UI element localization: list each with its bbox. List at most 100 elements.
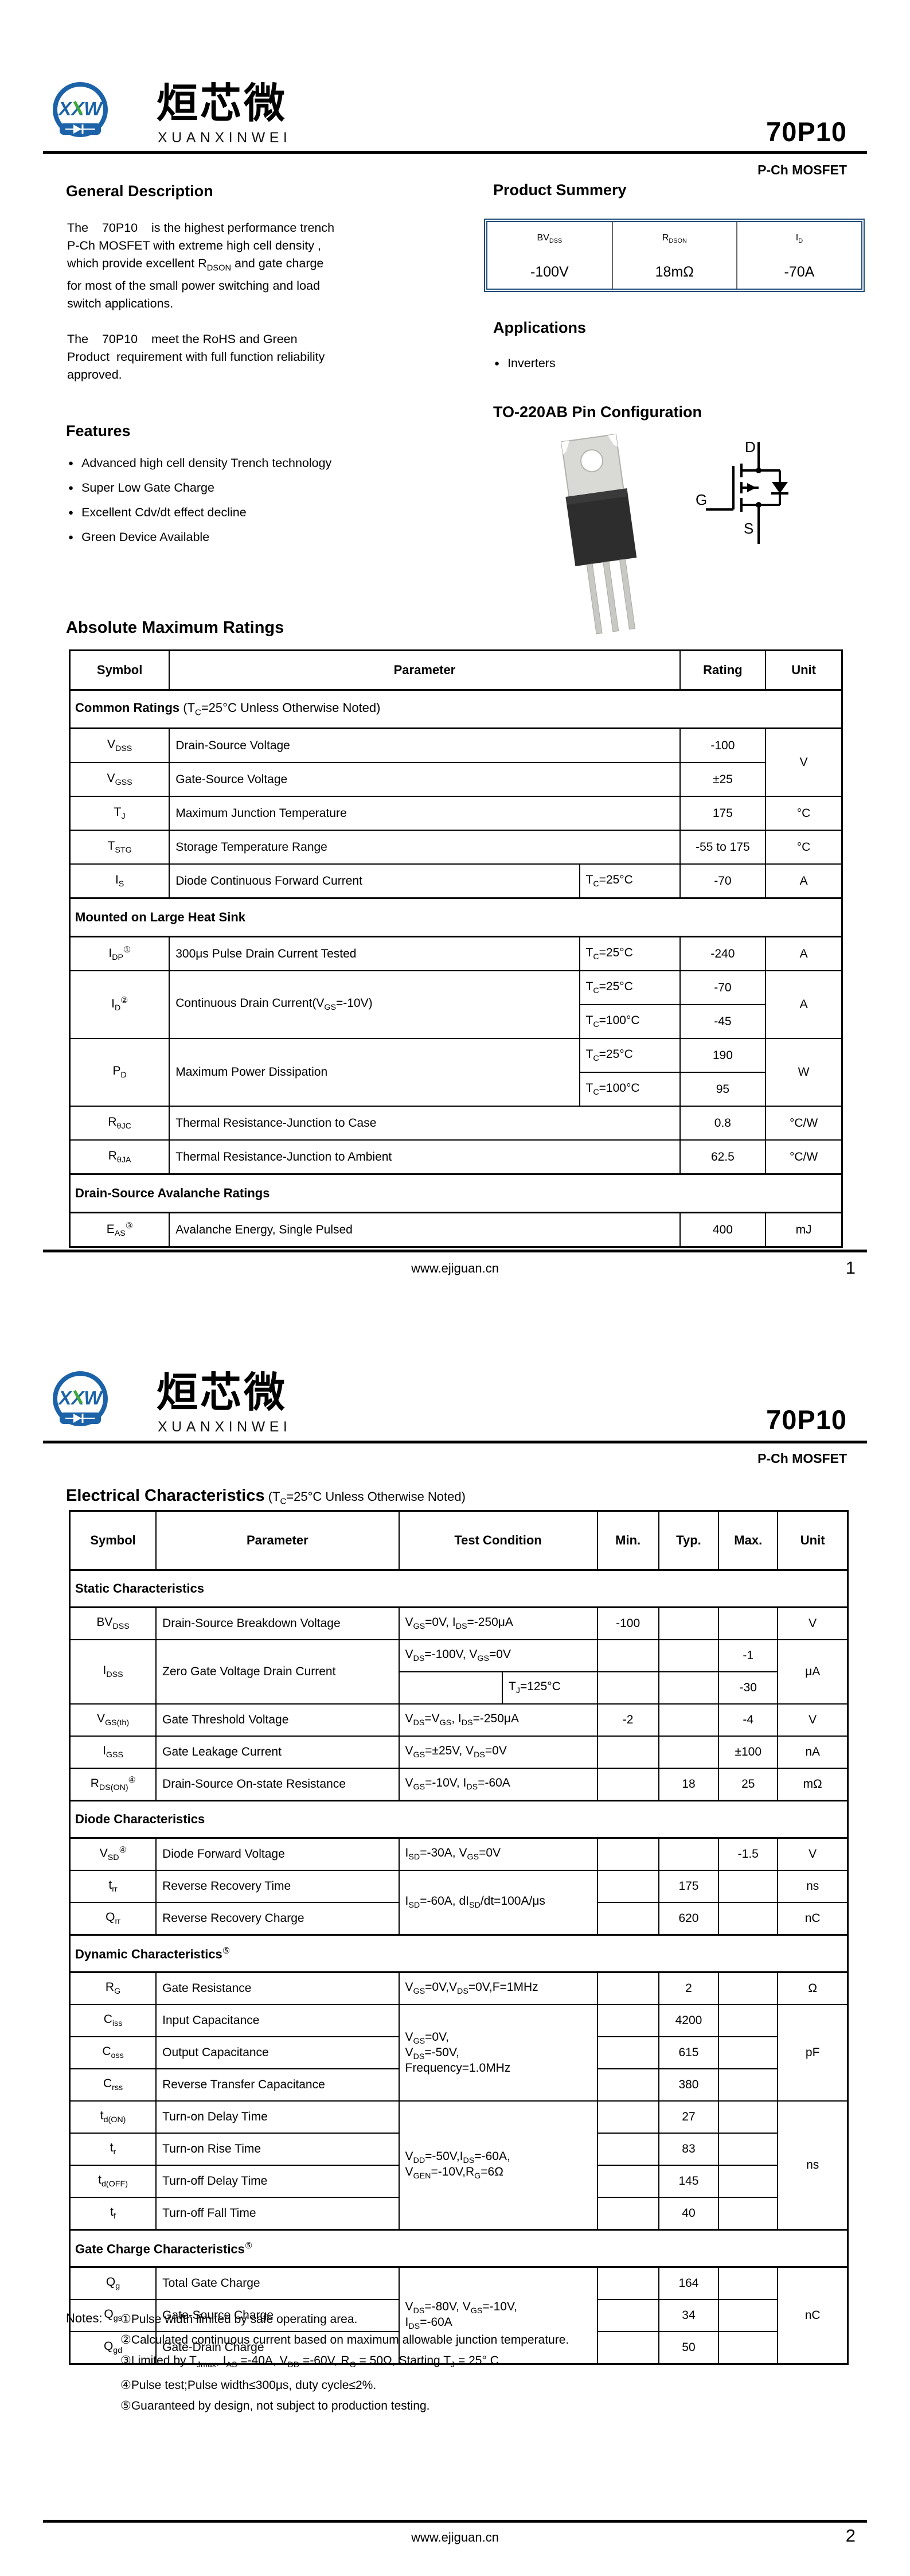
table-row: BVDSS Drain-Source Breakdown Voltage VGS=0…	[69, 1606, 849, 1640]
abs-max-title: Absolute Maximum Ratings	[66, 618, 284, 637]
table-row: BVDSS RDSON ID	[487, 222, 861, 255]
table-cell	[658, 1671, 720, 1705]
applications-title: Applications	[493, 319, 587, 336]
table-row: td(OFF) Turn-off Delay Time 145	[69, 2165, 848, 2198]
table-cell: Drain-Source Voltage	[169, 727, 681, 763]
note-item: ⑤Guaranteed by design, not subject to pr…	[120, 2399, 430, 2413]
table-cell: Common Ratings (TC=25°C Unless Otherwise…	[69, 689, 843, 729]
table-cell	[718, 2266, 779, 2300]
footer-page-number: 2	[845, 2526, 856, 2546]
table-cell: nC	[777, 2266, 849, 2365]
table-cell: Continuous Drain Current(VGS=-10V)	[169, 970, 580, 1039]
table-cell: Qgd	[69, 2331, 157, 2365]
table-cell: °C/W	[765, 1139, 843, 1175]
table-cell: 95	[679, 1072, 767, 1107]
table-cell: Diode Continuous Forward Current	[169, 863, 580, 899]
table-cell: -1.5	[718, 1837, 779, 1871]
table-row: Ciss Input Capacitance VGS=0V, VDS=-50V, Fre…	[69, 2004, 849, 2102]
features-list: ● Advanced high cell density Trench techn…	[68, 451, 331, 550]
page-1: XXW 烜芯微 XUANXINWEI 70P10 P-Ch MOSFET Gen…	[43, 79, 867, 1278]
table-row: -100V 18mΩ -70A	[487, 255, 861, 289]
table-cell: TC=100°C	[579, 1072, 681, 1107]
features-title: Features	[66, 422, 131, 439]
header-rule	[43, 1441, 867, 1443]
table-cell	[596, 2133, 659, 2166]
table-cell: A	[765, 970, 843, 1039]
table-cell: 62.5	[679, 1139, 767, 1175]
table-cell: Input Capacitance	[155, 2004, 400, 2037]
table-cell: 620	[658, 1902, 720, 1936]
table-cell: Zero Gate Voltage Drain Current	[155, 1639, 400, 1705]
table-cell	[596, 1639, 659, 1672]
table-cell: Ciss	[69, 2004, 157, 2037]
table-cell: V	[777, 1703, 849, 1737]
table-cell	[658, 1837, 720, 1871]
table-cell: 164	[658, 2266, 720, 2300]
table-cell	[596, 2068, 659, 2102]
bullet-icon: ●	[68, 458, 74, 468]
table-cell: Diode Characteristics	[69, 1800, 849, 1839]
table-cell: -70	[679, 863, 767, 899]
table-row: Qg Total Gate Charge VDS=-80V, VGS=-10V, ID…	[69, 2266, 849, 2365]
table-cell: -30	[718, 1671, 779, 1705]
table-cell: Gate Charge Characteristics⑤	[69, 2229, 849, 2268]
table-cell	[596, 2299, 659, 2332]
elec-characteristics-table: Symbol Parameter Test Condition Min. Typ. Max…	[69, 1510, 849, 2365]
table-cell: td(OFF)	[69, 2165, 157, 2198]
table-cell: RθJC	[69, 1106, 170, 1141]
mosfet-symbol: D G S	[696, 438, 788, 544]
table-cell: IGSS	[69, 1736, 157, 1769]
table-cell: td(ON)	[69, 2100, 157, 2134]
table-cell	[596, 2331, 659, 2365]
table-row: tr Turn-on Rise Time 83	[69, 2133, 848, 2166]
table-cell: Test Condition	[398, 1510, 598, 1571]
table-cell: 615	[658, 2036, 720, 2069]
feature-item: ● Super Low Gate Charge	[68, 476, 331, 500]
brand-name-cn: 烜芯微	[157, 79, 288, 127]
table-cell	[596, 1971, 659, 2005]
note-item: ①Pulse width limited by safe operating a…	[120, 2313, 358, 2326]
table-cell: 83	[658, 2133, 720, 2166]
feature-text: Excellent Cdv/dt effect decline	[81, 505, 247, 519]
page-2: XXW 烜芯微 XUANXINWEI 70P10 P-Ch MOSFET Ele…	[0, 1288, 910, 2576]
table-cell: 4200	[658, 2004, 720, 2037]
product-summary-title: Product Summery	[493, 181, 627, 199]
table-cell: ISD=-30A, VGS=0V	[398, 1837, 598, 1871]
table-cell	[718, 1606, 779, 1640]
table-cell	[658, 1736, 720, 1769]
table-row: VDSS Drain-Source Voltage -100 V	[69, 727, 843, 797]
table-cell: Ω	[777, 1971, 849, 2005]
table-row: VGSS Gate-Source Voltage ±25	[69, 762, 842, 797]
elec-characteristics-title: Electrical Characteristics (TC=25°C Unle…	[66, 1487, 466, 1506]
feature-item: ● Green Device Available	[68, 525, 331, 550]
table-cell: EAS③	[69, 1212, 170, 1248]
table-cell: Turn-on Delay Time	[155, 2100, 400, 2134]
table-cell	[718, 1971, 779, 2005]
table-cell	[658, 1639, 720, 1672]
data-table: BVDSS RDSON ID -100V 18mΩ -70A	[487, 222, 861, 289]
table-cell: 27	[658, 2100, 720, 2134]
bullet-icon: ●	[68, 483, 74, 493]
general-description-paragraph-2: The 70P10 meet the RoHS and Green Produc…	[67, 332, 329, 382]
table-cell: Maximum Junction Temperature	[169, 796, 681, 831]
table-cell	[596, 1837, 659, 1871]
table-cell: Turn-off Delay Time	[155, 2165, 400, 2198]
table-cell: TSTG	[69, 830, 170, 865]
table-cell: 300μs Pulse Drain Current Tested	[169, 936, 580, 971]
table-cell: Unit	[777, 1510, 849, 1571]
diode-icon	[73, 1414, 81, 1423]
feature-text: Super Low Gate Charge	[81, 481, 214, 495]
table-row: ID② Continuous Drain Current(VGS=-10V) TC=…	[69, 970, 843, 1039]
table-cell: Gate Leakage Current	[155, 1736, 400, 1769]
table-cell: Gate-Drain Charge	[155, 2331, 400, 2365]
table-cell: Qgs	[69, 2299, 157, 2332]
table-cell	[718, 2165, 779, 2198]
table-cell: Max.	[718, 1510, 779, 1571]
table-cell: RG	[69, 1971, 157, 2005]
table-cell: °C	[765, 830, 843, 865]
brand-name-en: XUANXINWEI	[158, 130, 292, 146]
table-cell: VDS=-80V, VGS=-10V, IDS=-60A	[398, 2266, 598, 2365]
note-item: ④Pulse test;Pulse width≤300μs, duty cycl…	[120, 2379, 377, 2392]
table-row: td(ON) Turn-on Delay Time VDD=-50V,IDS=-60…	[69, 2100, 849, 2231]
table-cell: Thermal Resistance-Junction to Ambient	[169, 1139, 681, 1175]
